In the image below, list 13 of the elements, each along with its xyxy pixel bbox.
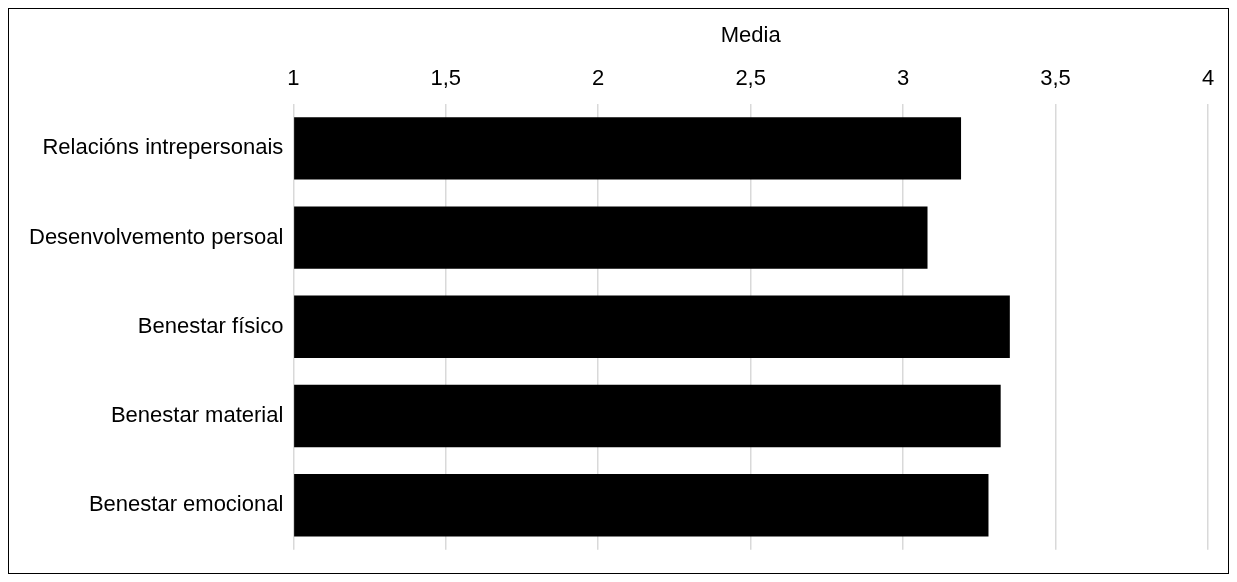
x-tick-label: 1,5: [430, 64, 462, 90]
x-tick-label: 1: [287, 64, 300, 90]
y-tick-label: Desenvolvemento persoal: [28, 223, 284, 249]
x-axis-title: Media: [720, 22, 782, 48]
x-tick-label: 2,5: [735, 64, 766, 90]
y-tick-label: Benestar físico: [137, 312, 284, 338]
x-tick-label: 3: [897, 64, 910, 90]
y-tick-label: Relacións intrepersonais: [42, 134, 284, 160]
y-tick-label: Benestar emocional: [88, 491, 284, 517]
x-tick-label: 4: [1201, 64, 1215, 90]
x-tick-label: 3,5: [1040, 64, 1071, 90]
y-tick-label: Benestar material: [110, 402, 284, 428]
x-tick-label: 2: [592, 64, 605, 90]
